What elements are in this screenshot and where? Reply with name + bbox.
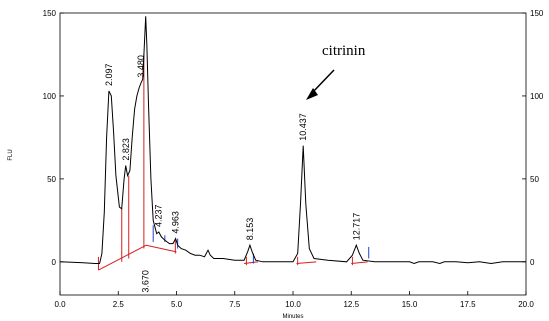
peak-labels: 2.097 2.823 3.480 3.670 4.237 4.963 8.153 10.43… [104, 55, 361, 293]
x-tick-label: 12.5 [343, 300, 359, 309]
integration-baselines [97, 54, 370, 271]
baseline-segment [146, 244, 177, 253]
citrinin-arrow-shaft [310, 69, 335, 95]
x-tick-label: 0.0 [54, 300, 66, 309]
peak-label-2.097: 2.097 [104, 63, 114, 86]
x-ticks: 0.0 2.5 5.0 7.5 10.0 12.5 15.0 17.5 20.0 [54, 291, 534, 309]
signal-trace [59, 16, 526, 265]
peak-label-4.963: 4.963 [171, 211, 181, 234]
peak-label-3.480: 3.480 [136, 55, 146, 78]
x-tick-label: 5.0 [171, 300, 183, 309]
peak-label-3.670: 3.670 [141, 270, 151, 293]
y-tick-label: 0 [52, 258, 57, 267]
x-tick-label: 20.0 [518, 300, 534, 309]
citrinin-annotation: citrinin [322, 43, 366, 59]
y-tick-label-right: 100 [530, 92, 544, 101]
y-tick-label-right: 50 [530, 175, 539, 184]
x-axis-title: Minutes [282, 314, 303, 320]
peak-label-2.823: 2.823 [121, 138, 131, 161]
x-tick-label: 17.5 [460, 300, 476, 309]
y-tick-label: 100 [43, 92, 57, 101]
baseline-segment [98, 244, 147, 271]
x-tick-label: 7.5 [229, 300, 241, 309]
y-tick-label: 50 [47, 175, 56, 184]
peak-label-12.717: 12.717 [351, 213, 361, 241]
y-tick-label: 150 [43, 9, 57, 18]
x-tick-label: 15.0 [402, 300, 418, 309]
y-ticks: 0 0 50 50 100 100 150 150 [43, 9, 544, 267]
x-tick-label: 10.0 [285, 300, 301, 309]
baseline-segment [351, 261, 368, 264]
peak-label-8.153: 8.153 [245, 218, 255, 241]
y-tick-label-right: 0 [530, 258, 535, 267]
y-tick-label-right: 150 [530, 9, 544, 18]
peak-label-10.437: 10.437 [298, 113, 308, 141]
peak-label-4.237: 4.237 [154, 204, 164, 227]
citrinin-arrow-head [306, 88, 318, 100]
x-tick-label: 2.5 [113, 300, 125, 309]
y-axis-title: FLU [8, 149, 14, 160]
baseline-segment [296, 261, 317, 264]
